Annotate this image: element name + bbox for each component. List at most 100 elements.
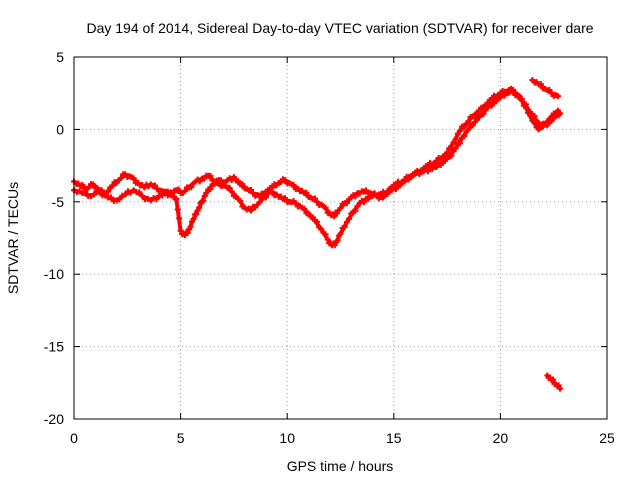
data-point [96, 188, 103, 195]
data-point [546, 86, 553, 93]
data-point [282, 177, 289, 184]
data-point [452, 145, 459, 152]
data-point [554, 93, 561, 100]
data-point [174, 206, 181, 213]
x-axis-label: GPS time / hours [287, 458, 394, 474]
data-point [193, 211, 200, 218]
data-point [322, 231, 329, 238]
data-point [176, 215, 183, 222]
data-point [456, 127, 463, 134]
data-point [187, 223, 194, 230]
data-point [537, 124, 544, 131]
data-point [552, 111, 559, 118]
data-point [139, 193, 146, 200]
data-point [309, 214, 316, 221]
data-point [531, 118, 538, 125]
data-point [469, 122, 476, 129]
data-point [352, 193, 359, 200]
data-point [555, 382, 562, 389]
data-point [235, 178, 242, 185]
data-point [207, 186, 214, 193]
data-point [105, 188, 112, 195]
data-point [363, 187, 370, 194]
data-point [448, 152, 455, 159]
data-point [136, 189, 143, 196]
data-point [173, 195, 180, 202]
data-point [537, 81, 544, 88]
data-point [334, 237, 341, 244]
data-point [305, 210, 312, 217]
data-points [71, 77, 564, 392]
data-point [109, 182, 116, 189]
data-point [117, 175, 124, 182]
data-point [497, 94, 504, 101]
data-point [346, 215, 353, 222]
data-point [544, 119, 551, 126]
x-tick-label: 25 [599, 430, 615, 446]
data-point [200, 197, 207, 204]
data-point [461, 133, 468, 140]
y-axis-label: SDTVAR / TECUs [5, 182, 21, 294]
y-tick-label: -10 [44, 266, 64, 282]
data-point [473, 116, 480, 123]
data-point [311, 195, 318, 202]
data-point [401, 178, 408, 185]
y-tick-label: -20 [44, 411, 64, 427]
data-point [230, 174, 237, 181]
plot-frame [73, 56, 608, 420]
data-point [153, 196, 160, 203]
data-point [343, 200, 350, 207]
data-point [247, 186, 254, 193]
x-tick-label: 5 [177, 430, 185, 446]
data-point [188, 184, 195, 191]
data-point [314, 198, 321, 205]
data-point [341, 223, 348, 230]
data-point [107, 194, 114, 201]
data-point [554, 107, 561, 114]
data-point [461, 123, 468, 130]
data-point [343, 219, 350, 226]
data-point [360, 199, 367, 206]
data-point [159, 192, 166, 199]
data-point [392, 186, 399, 193]
data-point [337, 230, 344, 237]
data-point [397, 182, 404, 189]
data-point [175, 186, 182, 193]
data-point [269, 188, 276, 195]
data-point [218, 177, 225, 184]
y-tick-label: 0 [56, 121, 64, 137]
x-tick-label: 0 [70, 430, 78, 446]
data-point [452, 136, 459, 143]
x-tick-label: 10 [279, 430, 295, 446]
data-point [90, 191, 97, 198]
data-point [324, 236, 331, 243]
data-point [303, 189, 310, 196]
data-point [116, 196, 123, 203]
data-point [239, 181, 246, 188]
data-point [518, 96, 525, 103]
series-track-c [529, 77, 561, 100]
series-track-d [544, 372, 564, 392]
axis-ticks: 0 5 10 15 20 25 5 0 -5 -10 -15 -20 [44, 49, 615, 446]
data-point [314, 218, 321, 225]
data-point [256, 199, 263, 206]
data-point [522, 104, 529, 111]
data-point [79, 182, 86, 189]
data-point [292, 200, 299, 207]
data-point [318, 226, 325, 233]
data-point [441, 157, 448, 164]
data-point [85, 184, 92, 191]
data-point [337, 205, 344, 212]
data-point [181, 188, 188, 195]
data-point [226, 184, 233, 191]
data-point [557, 385, 564, 392]
data-point [122, 191, 129, 198]
data-point [322, 204, 329, 211]
data-point [510, 88, 517, 95]
data-point [237, 197, 244, 204]
data-point [301, 205, 308, 212]
data-point [228, 188, 235, 195]
y-tick-label: 5 [56, 49, 64, 65]
data-point [488, 102, 495, 109]
